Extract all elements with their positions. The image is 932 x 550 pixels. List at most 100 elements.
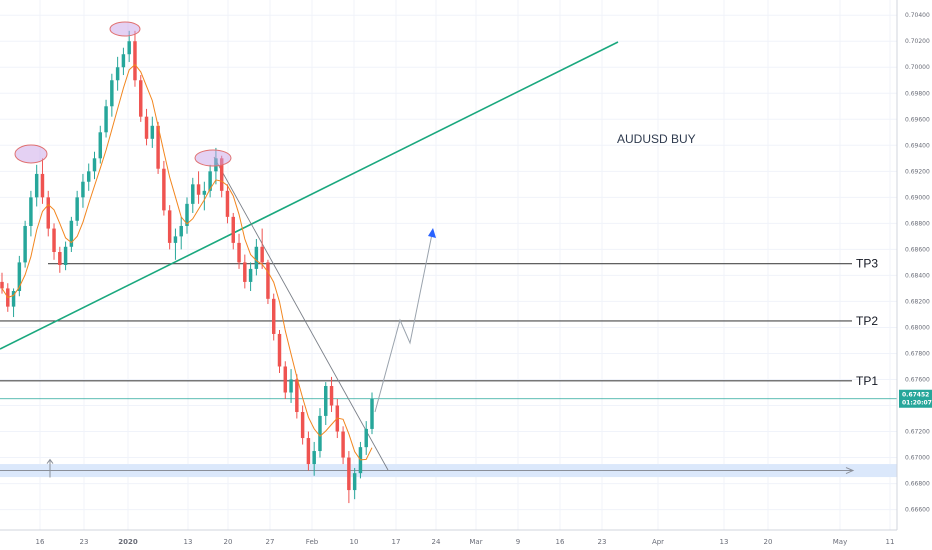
ascending-trendline [0,41,619,350]
candle-body [115,67,120,81]
candle-body [243,262,247,282]
candle-body [121,54,126,68]
price-tick-label: 0.69000 [905,194,930,201]
candle-body [225,190,230,217]
candle-body [208,171,212,191]
time-tick-label: 10 [350,538,359,546]
candles [0,30,374,504]
candle-body [98,132,103,159]
time-axis[interactable]: 16 23 2020 13 20 27 Feb 10 17 24 Mar 9 16 23 Apr 13 20 Ma… [0,529,897,546]
candle-body [173,236,178,243]
time-tick-label: 20 [764,538,773,546]
price-tick-label: 0.67200 [905,429,930,436]
candle-body [104,106,108,133]
price-tick-label: 0.70400 [905,12,930,19]
time-tick-label: 17 [392,538,401,546]
moving-average-line [1,63,373,461]
bar-countdown: 01:20:07 [902,400,932,407]
price-axis[interactable]: 0.70400 0.70200 0.70000 0.69800 0.69600 0.694… [896,0,932,530]
candle-body [179,225,183,237]
chart-grid [0,0,897,530]
candle-body [352,473,357,491]
time-tick-label: 23 [80,538,89,546]
candle-body [318,415,322,452]
candle-body [58,251,62,265]
up-arrow-icon [46,458,54,464]
price-tick-label: 0.67000 [905,455,930,462]
candle-body [34,173,39,198]
time-tick-label: 16 [36,538,45,546]
peak-markers [14,21,232,167]
candle-body [167,210,172,243]
candle-body [277,333,282,367]
time-tick-label: 24 [432,538,441,546]
candle-body [300,412,305,439]
time-tick-label: 2020 [118,538,138,546]
candle-body [162,168,166,211]
candle-body [52,228,56,252]
price-tick-label: 0.69800 [905,90,930,97]
candle-body [127,41,131,55]
candle-body [202,190,207,195]
zone-ray-arrow-icon [845,467,855,475]
price-tick-label: 0.66600 [905,507,930,514]
price-tick-label: 0.68600 [905,246,930,253]
candle-body [289,379,293,393]
candle-body [329,385,334,406]
candle-body [81,181,85,198]
target-level-label: TP3 [856,257,878,271]
time-tick-label: 13 [184,538,193,546]
price-tick-label: 0.69200 [905,168,930,175]
candle-body [196,184,201,195]
candle-body [0,281,4,289]
current-price-value: 0.67452 [902,392,929,399]
price-tick-label: 0.66800 [905,481,930,488]
price-tick-label: 0.68400 [905,272,930,279]
candle-body [29,197,33,226]
candle-body [46,197,50,229]
candle-body [110,80,114,107]
time-tick-label: 20 [224,538,233,546]
candle-body [266,262,270,299]
current-price-badge [899,389,932,408]
time-tick-label: 11 [886,538,895,546]
time-tick-label: 13 [720,538,729,546]
candle-body [295,379,299,413]
candle-body [219,158,224,191]
time-tick-label: 23 [598,538,607,546]
price-tick-label: 0.69400 [905,142,930,149]
price-tick-label: 0.67600 [905,376,930,383]
candle-body [283,366,288,393]
time-tick-label: May [833,538,847,546]
candle-body [75,197,79,221]
candle-body [370,399,374,429]
projection-path [374,228,436,413]
price-tick-label: 0.70200 [905,38,930,45]
candle-body [185,203,189,226]
candle-body [312,451,316,465]
target-level-label: TP1 [856,374,878,388]
peak-marker [109,21,141,37]
candle-body [237,242,241,263]
candle-body [248,268,253,282]
peak-marker [194,149,232,167]
projection-line [374,233,433,413]
price-tick-label: 0.70000 [905,64,930,71]
candle-body [63,246,68,265]
candle-body [11,291,16,307]
candle-body [324,385,328,416]
candle-body [150,125,155,139]
candle-body [341,431,345,458]
time-tick-label: 16 [556,538,565,546]
time-tick-label: Mar [469,538,482,546]
candle-body [23,225,27,263]
candle-body [231,216,235,243]
candle-body [347,457,351,491]
projection-arrow-icon [428,228,436,238]
candle-body [92,158,97,172]
price-tick-label: 0.67800 [905,350,930,357]
target-levels: TP3 TP2 TP1 [0,257,897,478]
candle-body [191,184,195,204]
